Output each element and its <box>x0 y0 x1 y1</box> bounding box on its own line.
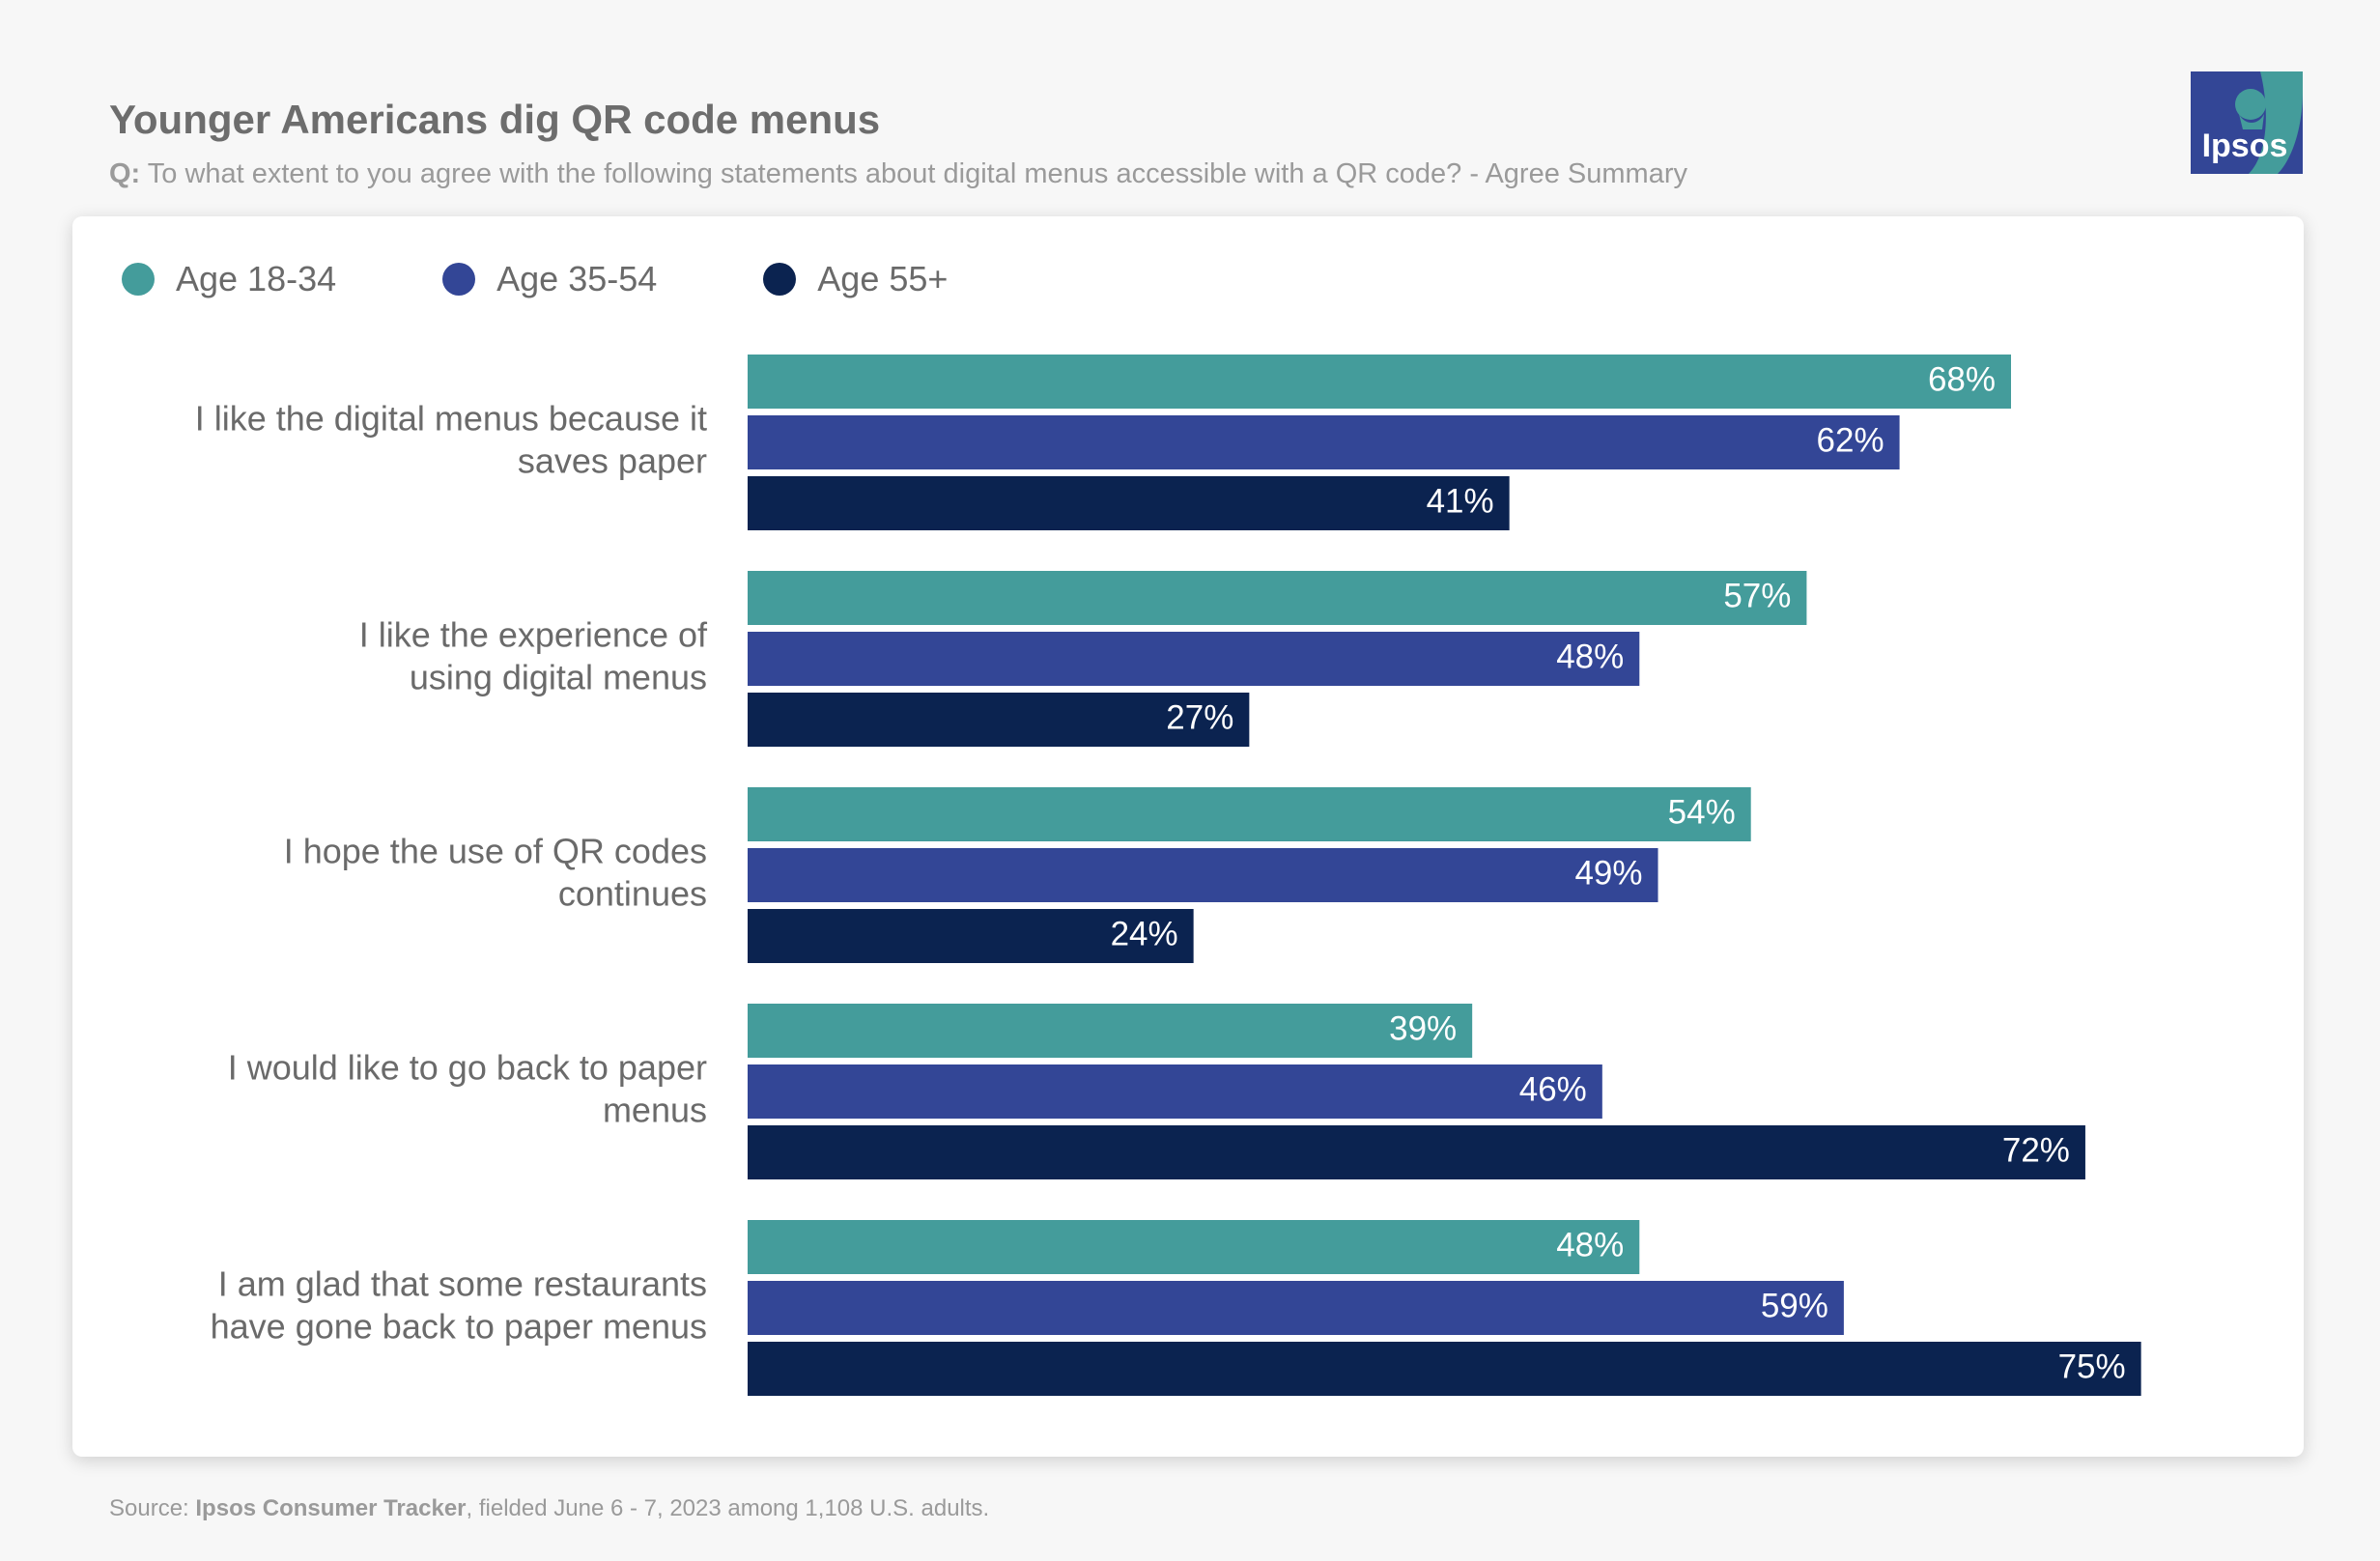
legend-label-age-55-plus: Age 55+ <box>817 259 949 298</box>
bar <box>748 1342 2141 1396</box>
data-label: 72% <box>2002 1131 2070 1169</box>
bar <box>748 909 1194 963</box>
data-label: 62% <box>1817 421 1884 459</box>
chart-subtitle: Q: To what extent to you agree with the … <box>109 158 1687 190</box>
bar <box>748 1281 1844 1335</box>
bar <box>748 632 1640 686</box>
data-label: 49% <box>1574 854 1642 892</box>
footer-prefix: Source: <box>109 1495 196 1521</box>
legend-item-age-35-54: Age 35-54 <box>442 259 657 299</box>
bar <box>748 1125 2085 1179</box>
question-text: To what extent to you agree with the fol… <box>140 158 1687 189</box>
bar <box>748 1220 1640 1274</box>
category-label: saves paper <box>518 441 707 481</box>
bar <box>748 693 1250 747</box>
category-group: I like the digital menus because itsaves… <box>195 355 2011 530</box>
data-label: 24% <box>1111 915 1178 952</box>
bar <box>748 415 1900 469</box>
bar <box>748 787 1751 841</box>
bar-chart: I like the digital menus because itsaves… <box>195 355 2141 1396</box>
chart-title: Younger Americans dig QR code menus <box>109 97 881 142</box>
data-label: 39% <box>1389 1009 1457 1047</box>
category-label: menus <box>603 1091 707 1130</box>
bar <box>748 1004 1473 1058</box>
legend-dot-age-35-54 <box>442 263 476 296</box>
legend-item-age-55-plus: Age 55+ <box>763 259 948 299</box>
footer-suffix: , fielded June 6 - 7, 2023 among 1,108 U… <box>466 1495 990 1521</box>
bar <box>748 571 1807 625</box>
category-label: continues <box>558 874 707 914</box>
question-prefix: Q: <box>109 158 141 189</box>
category-label: I would like to go back to paper <box>228 1048 707 1088</box>
footer-source-name: Ipsos Consumer Tracker <box>195 1495 467 1521</box>
bar <box>748 355 2011 409</box>
data-label: 75% <box>2058 1348 2126 1385</box>
legend-label-age-18-34: Age 18-34 <box>176 259 337 298</box>
bar <box>748 1064 1602 1119</box>
data-label: 54% <box>1668 793 1736 831</box>
bar <box>748 848 1658 902</box>
category-label: I like the digital menus because it <box>195 399 707 439</box>
legend-dot-age-18-34 <box>122 263 155 296</box>
data-label: 68% <box>1928 360 1996 398</box>
legend-item-age-18-34: Age 18-34 <box>122 259 336 299</box>
data-label: 41% <box>1427 482 1494 520</box>
category-label: have gone back to paper menus <box>211 1307 707 1347</box>
chart-legend: Age 18-34 Age 35-54 Age 55+ <box>122 259 1054 299</box>
data-label: 46% <box>1519 1070 1587 1108</box>
data-label: 48% <box>1556 1226 1624 1263</box>
chart-card: Age 18-34 Age 35-54 Age 55+ I like the d… <box>72 216 2304 1457</box>
category-label: I am glad that some restaurants <box>218 1264 707 1304</box>
legend-label-age-35-54: Age 35-54 <box>496 259 658 298</box>
legend-dot-age-55-plus <box>763 263 797 296</box>
bar <box>748 476 1510 530</box>
source-footnote: Source: Ipsos Consumer Tracker, fielded … <box>109 1495 989 1522</box>
data-label: 57% <box>1723 577 1791 614</box>
data-label: 48% <box>1556 638 1624 675</box>
category-label: I hope the use of QR codes <box>284 832 707 871</box>
ipsos-logo-icon: Ipsos <box>2191 71 2303 174</box>
logo-text: Ipsos <box>2202 128 2288 164</box>
category-label: using digital menus <box>410 658 707 697</box>
category-label: I like the experience of <box>359 615 708 655</box>
data-label: 27% <box>1166 698 1233 736</box>
data-label: 59% <box>1761 1287 1828 1324</box>
